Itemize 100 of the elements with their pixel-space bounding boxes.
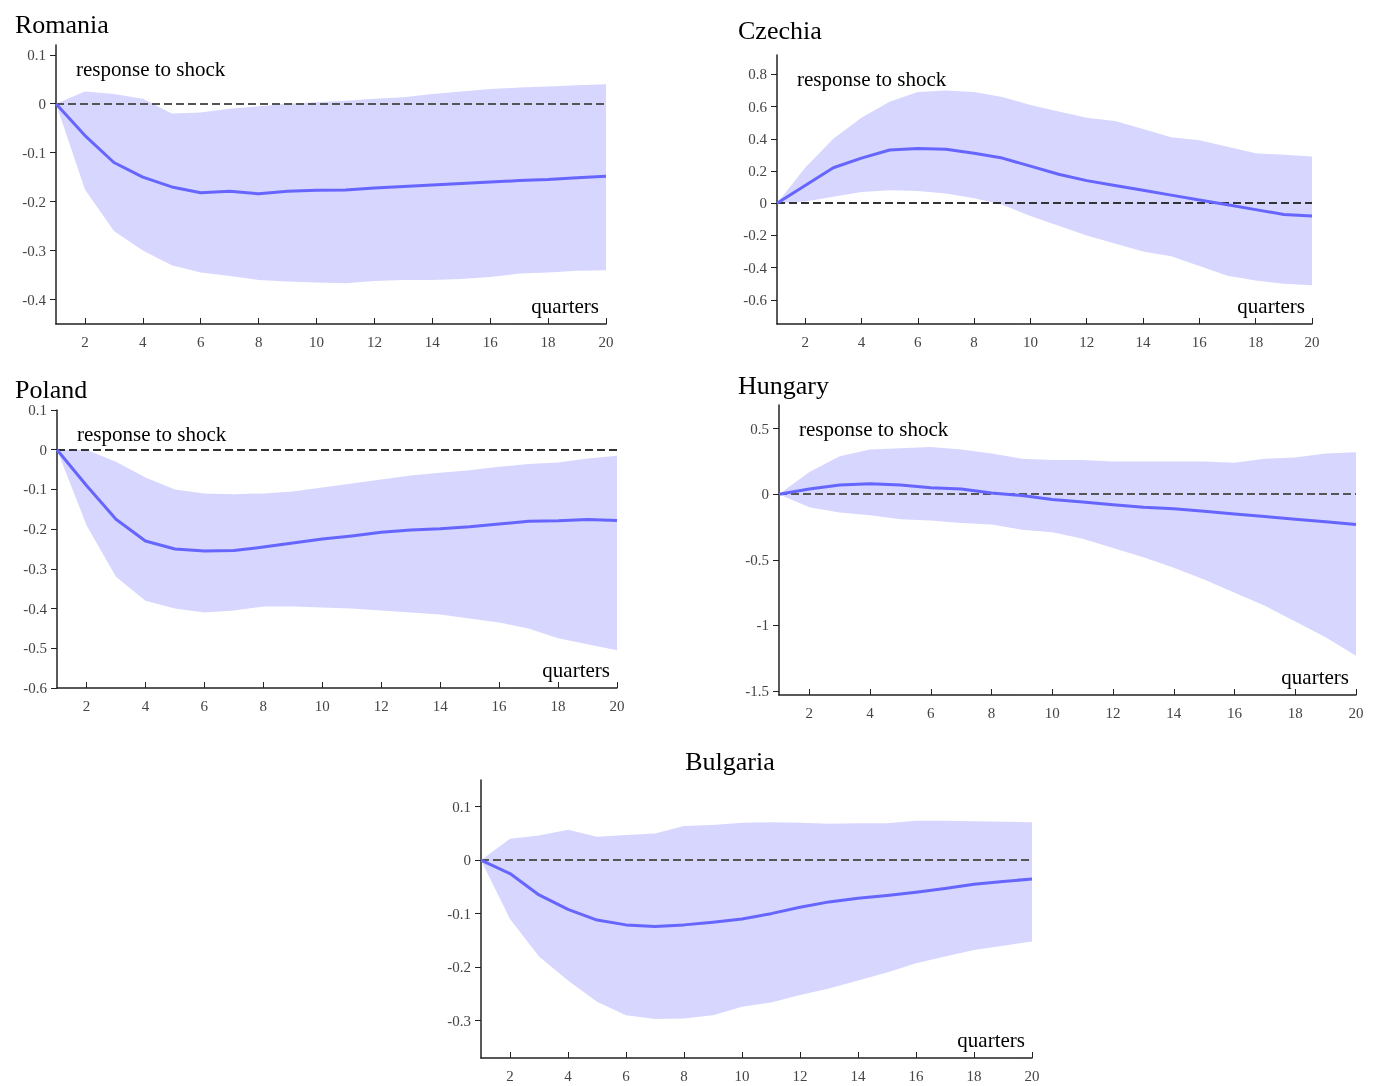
x-tick-label: 16: [908, 1067, 924, 1084]
y-axis-title: response to shock: [77, 421, 227, 446]
y-tick-label: -0.4: [23, 600, 48, 617]
x-tick-label: 8: [680, 1067, 688, 1084]
y-tick-label: -0.5: [745, 551, 769, 568]
x-tick-label: 4: [141, 697, 150, 714]
y-tick-label: -0.2: [743, 227, 767, 244]
x-tick-label: 20: [598, 333, 614, 350]
x-tick-label: 16: [491, 697, 508, 714]
x-tick-label: 20: [1348, 704, 1364, 721]
x-tick-label: 14: [424, 333, 441, 350]
x-tick-label: 2: [805, 704, 814, 721]
x-tick-label: 14: [1166, 704, 1182, 721]
y-tick-label: 0.5: [750, 420, 769, 437]
y-tick-label: -0.2: [22, 193, 46, 210]
x-tick-label: 6: [196, 333, 205, 350]
x-axis-title: quarters: [1237, 293, 1306, 318]
y-tick-label: -0.3: [23, 560, 47, 577]
chart-title: Hungary: [738, 370, 829, 400]
x-tick-label: 20: [1304, 333, 1320, 350]
y-tick-label: 0: [761, 486, 769, 503]
y-tick-label: 0: [463, 852, 471, 869]
x-tick-label: 4: [564, 1067, 573, 1084]
line-series: [479, 858, 1034, 928]
x-tick-label: 8: [254, 333, 263, 350]
x-axis-title: quarters: [957, 1027, 1026, 1052]
y-tick-label: 0.1: [28, 402, 47, 418]
y-tick-label: -1: [756, 617, 769, 634]
x-tick-label: 18: [1287, 704, 1303, 721]
x-tick-label: 16: [1191, 333, 1208, 350]
x-tick-label: 10: [734, 1067, 750, 1084]
y-tick-label: 0: [759, 195, 767, 212]
y-axis-title: response to shock: [76, 56, 226, 81]
x-tick-label: 8: [259, 697, 268, 714]
y-tick-label: -0.6: [743, 291, 768, 308]
x-tick-label: 18: [1248, 333, 1264, 350]
x-tick-label: 14: [432, 697, 449, 714]
x-tick-label: 12: [1079, 333, 1095, 350]
x-tick-label: 18: [966, 1067, 982, 1084]
x-tick-label: 14: [1135, 333, 1152, 350]
y-tick-label: -0.1: [22, 144, 46, 161]
chart-title: Bulgaria: [685, 746, 776, 776]
chart-title: Poland: [15, 374, 88, 404]
y-tick-label: 0: [38, 95, 46, 112]
y-tick-label: -0.6: [23, 680, 48, 696]
line-series: [55, 448, 619, 553]
line-series: [54, 102, 608, 196]
x-axis-title: quarters: [531, 293, 600, 318]
y-tick-label: -1.5: [745, 683, 769, 700]
x-tick-label: 10: [1022, 333, 1038, 350]
y-tick-label: 0.2: [748, 162, 767, 179]
y-tick-label: -0.3: [447, 1012, 471, 1029]
line-series: [777, 482, 1358, 526]
y-tick-label: -0.1: [447, 905, 471, 922]
y-tick-label: 0.4: [748, 130, 768, 147]
x-tick-label: 12: [373, 697, 389, 714]
x-tick-label: 12: [366, 333, 382, 350]
y-tick-label: 0.6: [748, 98, 768, 115]
x-tick-label: 16: [1227, 704, 1243, 721]
x-tick-label: 8: [987, 704, 996, 721]
y-tick-label: -0.1: [23, 481, 47, 498]
x-tick-label: 6: [622, 1067, 631, 1084]
x-tick-label: 6: [914, 333, 923, 350]
x-tick-label: 2: [82, 697, 91, 714]
y-tick-label: -0.2: [23, 521, 47, 538]
x-tick-label: 10: [314, 697, 330, 714]
x-tick-label: 4: [866, 704, 875, 721]
x-tick-label: 18: [550, 697, 566, 714]
x-tick-label: 4: [857, 333, 866, 350]
y-tick-label: -0.3: [22, 242, 46, 259]
x-tick-label: 6: [927, 704, 936, 721]
y-axis-title: response to shock: [799, 416, 949, 441]
x-tick-label: 8: [970, 333, 978, 350]
x-tick-label: 12: [792, 1067, 808, 1084]
x-tick-label: 20: [609, 697, 625, 714]
y-tick-label: -0.5: [23, 640, 47, 657]
x-tick-label: 16: [482, 333, 499, 350]
x-tick-label: 2: [506, 1067, 514, 1084]
x-axis-title: quarters: [1281, 664, 1350, 689]
y-tick-label: -0.2: [447, 959, 471, 976]
y-tick-label: 0.1: [452, 798, 471, 815]
y-tick-label: 0.1: [27, 46, 46, 63]
x-tick-label: 2: [81, 333, 89, 350]
x-tick-label: 12: [1105, 704, 1121, 721]
chart-title: Czechia: [738, 15, 823, 45]
x-tick-label: 10: [1044, 704, 1060, 721]
x-tick-label: 18: [540, 333, 556, 350]
x-tick-label: 4: [139, 333, 148, 350]
x-tick-label: 14: [850, 1067, 866, 1084]
x-tick-label: 6: [200, 697, 209, 714]
y-tick-label: 0.8: [748, 66, 767, 83]
line-series: [775, 146, 1314, 218]
x-axis-title: quarters: [542, 657, 611, 682]
y-axis-title: response to shock: [797, 66, 947, 91]
x-tick-label: 20: [1024, 1067, 1040, 1084]
y-tick-label: 0: [39, 441, 47, 458]
y-tick-label: -0.4: [743, 259, 768, 276]
x-tick-label: 10: [309, 333, 325, 350]
x-tick-label: 2: [801, 333, 809, 350]
chart-title: Romania: [15, 9, 110, 39]
